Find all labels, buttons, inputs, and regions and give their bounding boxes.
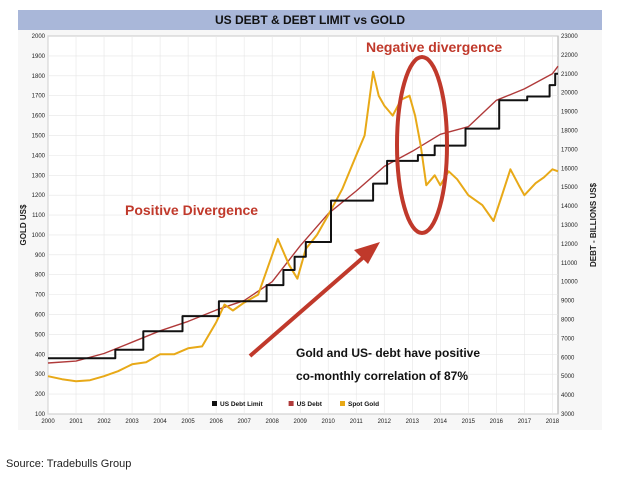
x-tick-label: 2014: [434, 419, 448, 425]
left-tick-label: 500: [35, 332, 46, 338]
x-tick-label: 2003: [125, 419, 139, 425]
right-tick-label: 10000: [561, 280, 578, 286]
right-tick-label: 19000: [561, 110, 578, 116]
x-tick-label: 2018: [546, 419, 560, 425]
right-tick-label: 14000: [561, 204, 578, 210]
x-tick-label: 2011: [350, 419, 364, 425]
x-tick-label: 2001: [69, 419, 83, 425]
right-tick-label: 23000: [561, 34, 578, 40]
left-tick-label: 1400: [32, 153, 46, 159]
x-tick-label: 2015: [462, 419, 476, 425]
left-tick-label: 1500: [32, 133, 46, 139]
right-tick-label: 5000: [561, 374, 575, 380]
left-tick-label: 700: [35, 293, 46, 299]
x-axis-ticks: 2000 2001 2002 2003 2004 2005 2006 2007 2008 2009…: [41, 419, 559, 425]
left-tick-label: 200: [35, 392, 46, 398]
right-tick-label: 16000: [561, 166, 578, 172]
left-tick-label: 600: [35, 313, 46, 319]
right-tick-label: 6000: [561, 355, 575, 361]
x-tick-label: 2005: [181, 419, 195, 425]
right-tick-label: 4000: [561, 393, 575, 399]
chart-legend: US Debt Limit US Debt Spot Gold: [212, 401, 379, 408]
x-tick-label: 2010: [322, 419, 336, 425]
left-tick-label: 1000: [32, 233, 46, 239]
series-line-us-debt-limit: [48, 72, 558, 360]
negative-divergence-circle: [395, 55, 449, 235]
right-tick-label: 11000: [561, 261, 578, 267]
x-tick-label: 2009: [294, 419, 308, 425]
right-tick-label: 15000: [561, 185, 578, 191]
x-tick-label: 2008: [265, 419, 279, 425]
series-lines: [47, 65, 559, 383]
x-tick-label: 2007: [237, 419, 251, 425]
right-tick-label: 13000: [561, 223, 578, 229]
left-tick-label: 100: [35, 412, 46, 418]
x-tick-label: 2004: [153, 419, 167, 425]
right-tick-label: 8000: [561, 318, 575, 324]
legend-entry: Spot Gold: [348, 401, 379, 408]
left-tick-label: 1100: [32, 213, 46, 219]
legend-entry: US Debt Limit: [220, 401, 263, 408]
legend-entry: US Debt: [297, 401, 323, 408]
left-axis-ticks: 100 200 300 400 500 600 700 800 900 1000 1100 1200 1…: [32, 34, 46, 418]
right-tick-label: 22000: [561, 53, 578, 59]
positive-divergence-label: Positive Divergence: [125, 202, 258, 218]
right-axis-ticks: 3000 4000 5000 6000 7000 8000 9000 10000 11000 12…: [561, 34, 578, 418]
left-tick-label: 400: [35, 352, 46, 358]
right-tick-label: 7000: [561, 336, 575, 342]
x-tick-label: 2013: [406, 419, 420, 425]
left-tick-label: 1200: [32, 193, 46, 199]
left-tick-label: 800: [35, 273, 46, 279]
x-tick-label: 2017: [518, 419, 532, 425]
left-tick-label: 900: [35, 253, 46, 259]
x-tick-label: 2000: [41, 419, 55, 425]
right-tick-label: 9000: [561, 299, 575, 305]
grid-lines: [47, 35, 558, 415]
left-tick-label: 2000: [32, 34, 46, 40]
x-tick-label: 2002: [97, 419, 111, 425]
left-tick-label: 300: [35, 372, 46, 378]
x-tick-label: 2006: [209, 419, 223, 425]
right-axis-title: DEBT - BILLIONS US$: [589, 182, 598, 267]
right-tick-label: 17000: [561, 147, 578, 153]
left-tick-label: 1600: [32, 114, 46, 120]
series-line-spot-gold: [47, 70, 559, 383]
legend-swatch: [340, 401, 345, 406]
left-tick-label: 1700: [32, 94, 46, 100]
right-tick-label: 12000: [561, 242, 578, 248]
x-tick-label: 2012: [378, 419, 392, 425]
x-tick-label: 2016: [490, 419, 504, 425]
left-axis-title: GOLD US$: [19, 204, 28, 245]
legend-swatch: [288, 401, 294, 406]
trend-arrow-shaft: [248, 253, 368, 358]
left-tick-label: 1900: [32, 54, 46, 60]
left-tick-label: 1300: [32, 173, 46, 179]
right-tick-label: 18000: [561, 129, 578, 135]
left-tick-label: 1800: [32, 74, 46, 80]
chart-title: US DEBT & DEBT LIMIT vs GOLD: [215, 13, 405, 27]
correlation-note-line-1: Gold and US- debt have positive: [296, 346, 480, 360]
plot-area: [47, 35, 559, 415]
right-tick-label: 3000: [561, 412, 575, 418]
correlation-note-line-2: co-monthly correlation of 87%: [296, 369, 468, 383]
right-tick-label: 21000: [561, 72, 578, 78]
trend-arrow-head: [354, 242, 380, 264]
series-line-us-debt: [47, 65, 559, 364]
legend-swatch: [212, 401, 217, 406]
negative-divergence-label: Negative divergence: [366, 39, 502, 55]
right-tick-label: 20000: [561, 91, 578, 97]
title-banner: [18, 10, 602, 30]
source-note: Source: Tradebulls Group: [6, 458, 132, 470]
